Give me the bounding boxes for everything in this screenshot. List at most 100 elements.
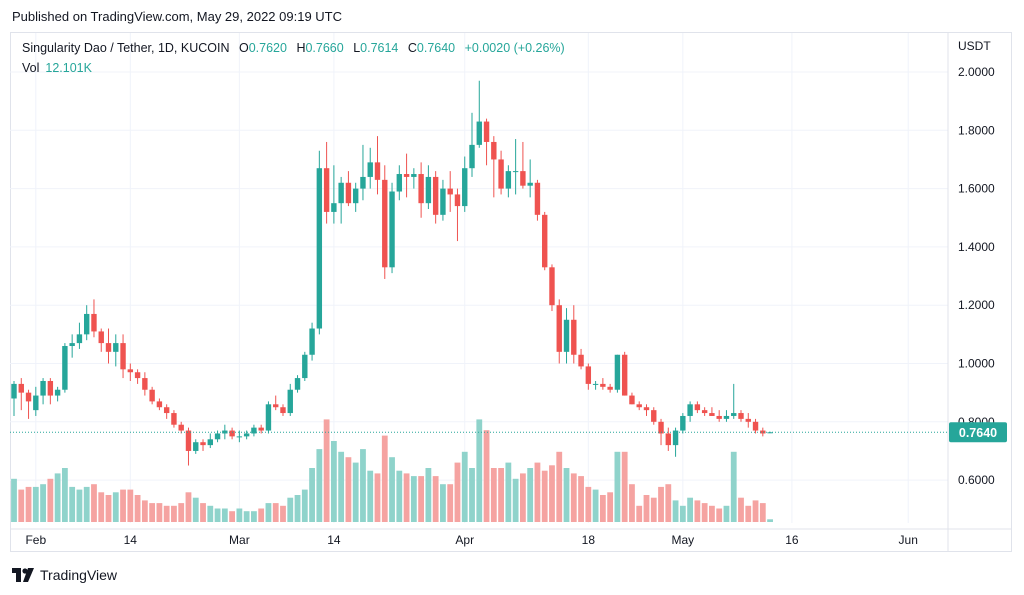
candle-body[interactable] bbox=[331, 203, 337, 212]
candle-body[interactable] bbox=[556, 305, 562, 352]
candle-body[interactable] bbox=[185, 430, 192, 451]
candle-body[interactable] bbox=[374, 162, 381, 180]
candle-body[interactable] bbox=[62, 346, 68, 390]
candle-body[interactable] bbox=[760, 430, 766, 434]
candle-body[interactable] bbox=[222, 430, 228, 434]
candle-body[interactable] bbox=[40, 380, 46, 396]
candle-body[interactable] bbox=[607, 386, 613, 390]
candle-body[interactable] bbox=[665, 433, 671, 446]
candle-body[interactable] bbox=[534, 182, 541, 215]
candle-body[interactable] bbox=[505, 171, 512, 189]
candle-body[interactable] bbox=[273, 404, 279, 408]
candle-body[interactable] bbox=[236, 436, 243, 438]
candle-body[interactable] bbox=[11, 383, 17, 399]
candle-body[interactable] bbox=[767, 432, 773, 434]
candle-body[interactable] bbox=[658, 421, 664, 434]
candle-body[interactable] bbox=[585, 366, 592, 384]
candle-body[interactable] bbox=[258, 427, 264, 431]
candle-body[interactable] bbox=[149, 389, 155, 402]
candle-body[interactable] bbox=[643, 407, 650, 411]
candle-body[interactable] bbox=[731, 413, 737, 416]
candle-body[interactable] bbox=[18, 383, 24, 393]
candle-body[interactable] bbox=[723, 415, 730, 419]
candle-body[interactable] bbox=[672, 430, 679, 446]
candle-body[interactable] bbox=[142, 378, 148, 390]
candle-body[interactable] bbox=[447, 188, 453, 195]
candle-body[interactable] bbox=[491, 141, 497, 160]
candle-body[interactable] bbox=[134, 372, 141, 379]
candle-body[interactable] bbox=[716, 415, 722, 419]
candle-body[interactable] bbox=[382, 179, 388, 268]
candle-body[interactable] bbox=[396, 174, 403, 192]
candle-body[interactable] bbox=[98, 331, 104, 344]
candle-body[interactable] bbox=[578, 354, 584, 367]
candle-body[interactable] bbox=[127, 369, 134, 373]
candle-body[interactable] bbox=[280, 407, 286, 414]
candle-body[interactable] bbox=[614, 354, 621, 390]
candle-body[interactable] bbox=[440, 188, 446, 215]
candle-body[interactable] bbox=[367, 162, 373, 177]
candle-body[interactable] bbox=[302, 354, 308, 379]
chart-panel[interactable] bbox=[10, 32, 1012, 552]
candle-body[interactable] bbox=[323, 168, 330, 212]
candle-body[interactable] bbox=[549, 267, 555, 306]
candle-body[interactable] bbox=[229, 430, 235, 437]
candle-body[interactable] bbox=[542, 214, 548, 268]
candle-body[interactable] bbox=[352, 188, 359, 204]
candle-body[interactable] bbox=[694, 404, 701, 411]
candle-body[interactable] bbox=[33, 395, 39, 411]
candle-body[interactable] bbox=[171, 413, 177, 425]
candle-body[interactable] bbox=[636, 404, 642, 408]
candle-body[interactable] bbox=[709, 413, 715, 416]
candle-body[interactable] bbox=[207, 439, 213, 446]
candle-body[interactable] bbox=[563, 319, 570, 352]
candle-body[interactable] bbox=[113, 343, 119, 352]
candle-body[interactable] bbox=[47, 380, 54, 396]
candle-body[interactable] bbox=[309, 328, 315, 355]
candle-body[interactable] bbox=[54, 389, 61, 396]
candle-body[interactable] bbox=[76, 334, 83, 344]
candle-body[interactable] bbox=[91, 313, 97, 332]
candle-body[interactable] bbox=[193, 442, 199, 451]
candle-body[interactable] bbox=[687, 404, 693, 416]
candle-body[interactable] bbox=[200, 442, 206, 446]
candle-body[interactable] bbox=[469, 144, 475, 169]
candle-body[interactable] bbox=[338, 182, 344, 204]
candle-body[interactable] bbox=[214, 433, 221, 440]
candle-body[interactable] bbox=[600, 383, 606, 387]
candle-body[interactable] bbox=[163, 407, 170, 414]
candle-body[interactable] bbox=[571, 319, 577, 355]
candle-body[interactable] bbox=[294, 378, 301, 390]
candle-body[interactable] bbox=[621, 354, 628, 396]
candle-body[interactable] bbox=[105, 343, 112, 352]
candle-body[interactable] bbox=[243, 433, 250, 437]
candle-body[interactable] bbox=[265, 404, 272, 431]
candle-body[interactable] bbox=[520, 171, 526, 186]
candle-body[interactable] bbox=[738, 413, 744, 419]
candle-body[interactable] bbox=[69, 343, 75, 347]
candle-body[interactable] bbox=[345, 182, 352, 204]
candle-body[interactable] bbox=[512, 171, 519, 173]
candle-body[interactable] bbox=[316, 168, 323, 329]
candle-body[interactable] bbox=[476, 121, 482, 145]
candle-body[interactable] bbox=[418, 174, 424, 204]
candle-body[interactable] bbox=[411, 174, 417, 177]
candle-body[interactable] bbox=[498, 159, 504, 189]
candle-body[interactable] bbox=[527, 182, 533, 186]
candle-body[interactable] bbox=[287, 389, 293, 414]
candle-body[interactable] bbox=[651, 410, 657, 422]
candle-body[interactable] bbox=[403, 174, 410, 177]
candle-body[interactable] bbox=[629, 395, 635, 405]
candle-body[interactable] bbox=[592, 383, 599, 385]
candle-body[interactable] bbox=[389, 191, 395, 268]
candle-body[interactable] bbox=[462, 168, 468, 207]
candle-body[interactable] bbox=[178, 424, 184, 431]
candle-body[interactable] bbox=[425, 176, 432, 204]
candle-body[interactable] bbox=[454, 194, 461, 207]
candle-body[interactable] bbox=[156, 401, 163, 408]
candle-body[interactable] bbox=[120, 343, 126, 370]
candle-body[interactable] bbox=[84, 313, 90, 335]
candle-body[interactable] bbox=[432, 176, 439, 215]
candle-body[interactable] bbox=[483, 121, 490, 142]
candle-body[interactable] bbox=[752, 421, 759, 431]
